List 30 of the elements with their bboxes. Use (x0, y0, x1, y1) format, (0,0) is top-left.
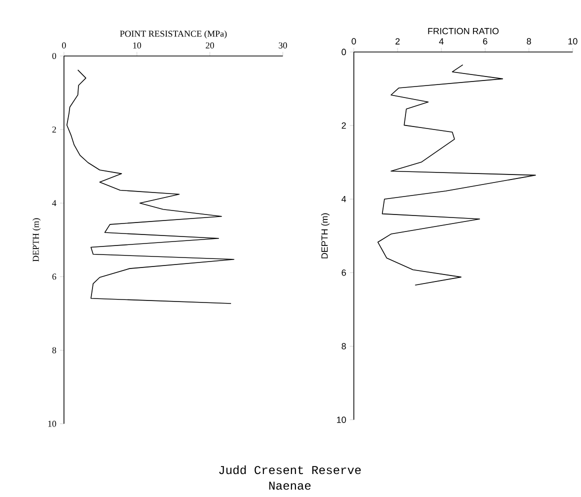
x-tick-label: 0 (352, 38, 356, 45)
x-tick-label: 10 (133, 42, 142, 49)
x-tick-label: 4 (439, 38, 444, 45)
y-tick-label: 4 (52, 200, 56, 206)
y-tick-label: 4 (342, 196, 346, 202)
line-series (377, 64, 536, 286)
y-tick-label: 2 (342, 122, 346, 129)
y-tick-label: 8 (342, 343, 346, 350)
text: Judd Cresent Reserve (219, 465, 361, 474)
x-axis-title: POINT RESISTANCE (MPa) (120, 30, 227, 39)
x-tick-label: 2 (396, 38, 400, 45)
x-tick-label: 6 (483, 38, 488, 45)
y-tick-label: 6 (52, 274, 56, 280)
y-axis-title: DEPTH (m) (32, 218, 41, 262)
x-tick-label: 30 (278, 42, 287, 49)
y-tick-label: 10 (48, 420, 56, 427)
y-tick-label: 0 (52, 53, 56, 60)
line-series (66, 70, 234, 304)
x-tick-label: 10 (568, 38, 578, 45)
y-tick-label: 8 (52, 347, 56, 354)
y-axis-title: DEPTH (m) (321, 213, 330, 258)
text: Naenae (269, 482, 311, 490)
x-tick-label: 8 (526, 38, 532, 45)
y-tick-label: 0 (342, 48, 346, 56)
x-tick-label: 0 (62, 42, 66, 49)
y-tick-label: 6 (342, 270, 346, 276)
y-tick-label: 10 (337, 416, 346, 424)
y-tick-label: 2 (52, 126, 56, 133)
x-tick-label: 20 (206, 42, 214, 49)
x-axis-title: FRICTION RATIO (428, 28, 499, 34)
